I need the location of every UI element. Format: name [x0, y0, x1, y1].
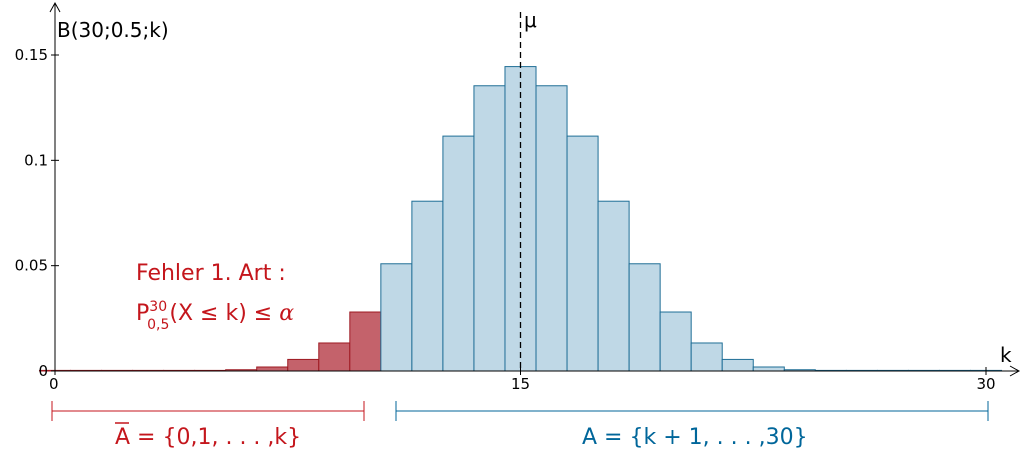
region-a-set: = {k + 1, . . . ,30}: [597, 425, 808, 450]
bar-k-18: [597, 200, 630, 372]
x-tick-label: 0: [49, 375, 59, 393]
mean-label: μ: [524, 8, 537, 32]
bar-k-12: [411, 200, 444, 372]
x-axis-label: k: [1000, 343, 1012, 367]
y-axis-arrow: [49, 1, 61, 13]
bar-k-7: [256, 366, 289, 372]
region-a-bar-letter: A: [115, 425, 130, 450]
x-axis-arrow: [1009, 365, 1021, 377]
region-a-label: A = {k + 1, . . . ,30}: [582, 425, 808, 450]
bar-k-21: [690, 342, 723, 372]
bar-k-9: [318, 342, 351, 372]
bar-k-20: [659, 311, 692, 372]
y-tick-label: 0.1: [24, 151, 48, 169]
bar-k-8: [287, 358, 320, 372]
region-a-letter: A: [582, 425, 597, 450]
region-a-bar-set: = {0,1, . . . ,k}: [130, 425, 301, 450]
bar-k-16: [535, 85, 568, 372]
x-ticks-group: 0 15 30: [49, 367, 996, 393]
bar-k-17: [566, 135, 599, 372]
bar-k-13: [442, 135, 475, 372]
formula-sub: 0,5: [147, 317, 169, 333]
bars-group: [38, 66, 1003, 372]
y-tick-label: 0.15: [15, 46, 48, 64]
y-axis-label: B(30;0.5;k): [57, 18, 169, 42]
formula-sup: 30: [149, 299, 167, 315]
error-type-label: Fehler 1. Art :: [136, 261, 286, 286]
formula-rest: (X ≤ k) ≤: [169, 301, 279, 326]
x-tick-label: 30: [976, 375, 995, 393]
y-ticks-group: 0 0.05 0.1 0.15: [15, 46, 59, 380]
bar-k-22: [721, 358, 754, 372]
region-a-bracket: [395, 401, 989, 421]
formula-alpha: α: [279, 301, 294, 326]
region-a-bar-label: A = {0,1, . . . ,k}: [115, 425, 301, 450]
bar-k-10: [349, 311, 382, 372]
region-a-bar-bracket: [51, 401, 365, 421]
bar-k-23: [752, 366, 785, 372]
bar-k-19: [628, 263, 661, 372]
y-tick-label: 0.05: [15, 257, 48, 275]
x-tick-label: 15: [511, 375, 530, 393]
error-formula: P30 0,5(X ≤ k) ≤ α: [136, 299, 294, 333]
bar-k-11: [380, 263, 413, 372]
y-tick-label: 0: [38, 362, 48, 380]
formula-p: P: [136, 301, 149, 326]
bar-k-14: [473, 85, 506, 372]
